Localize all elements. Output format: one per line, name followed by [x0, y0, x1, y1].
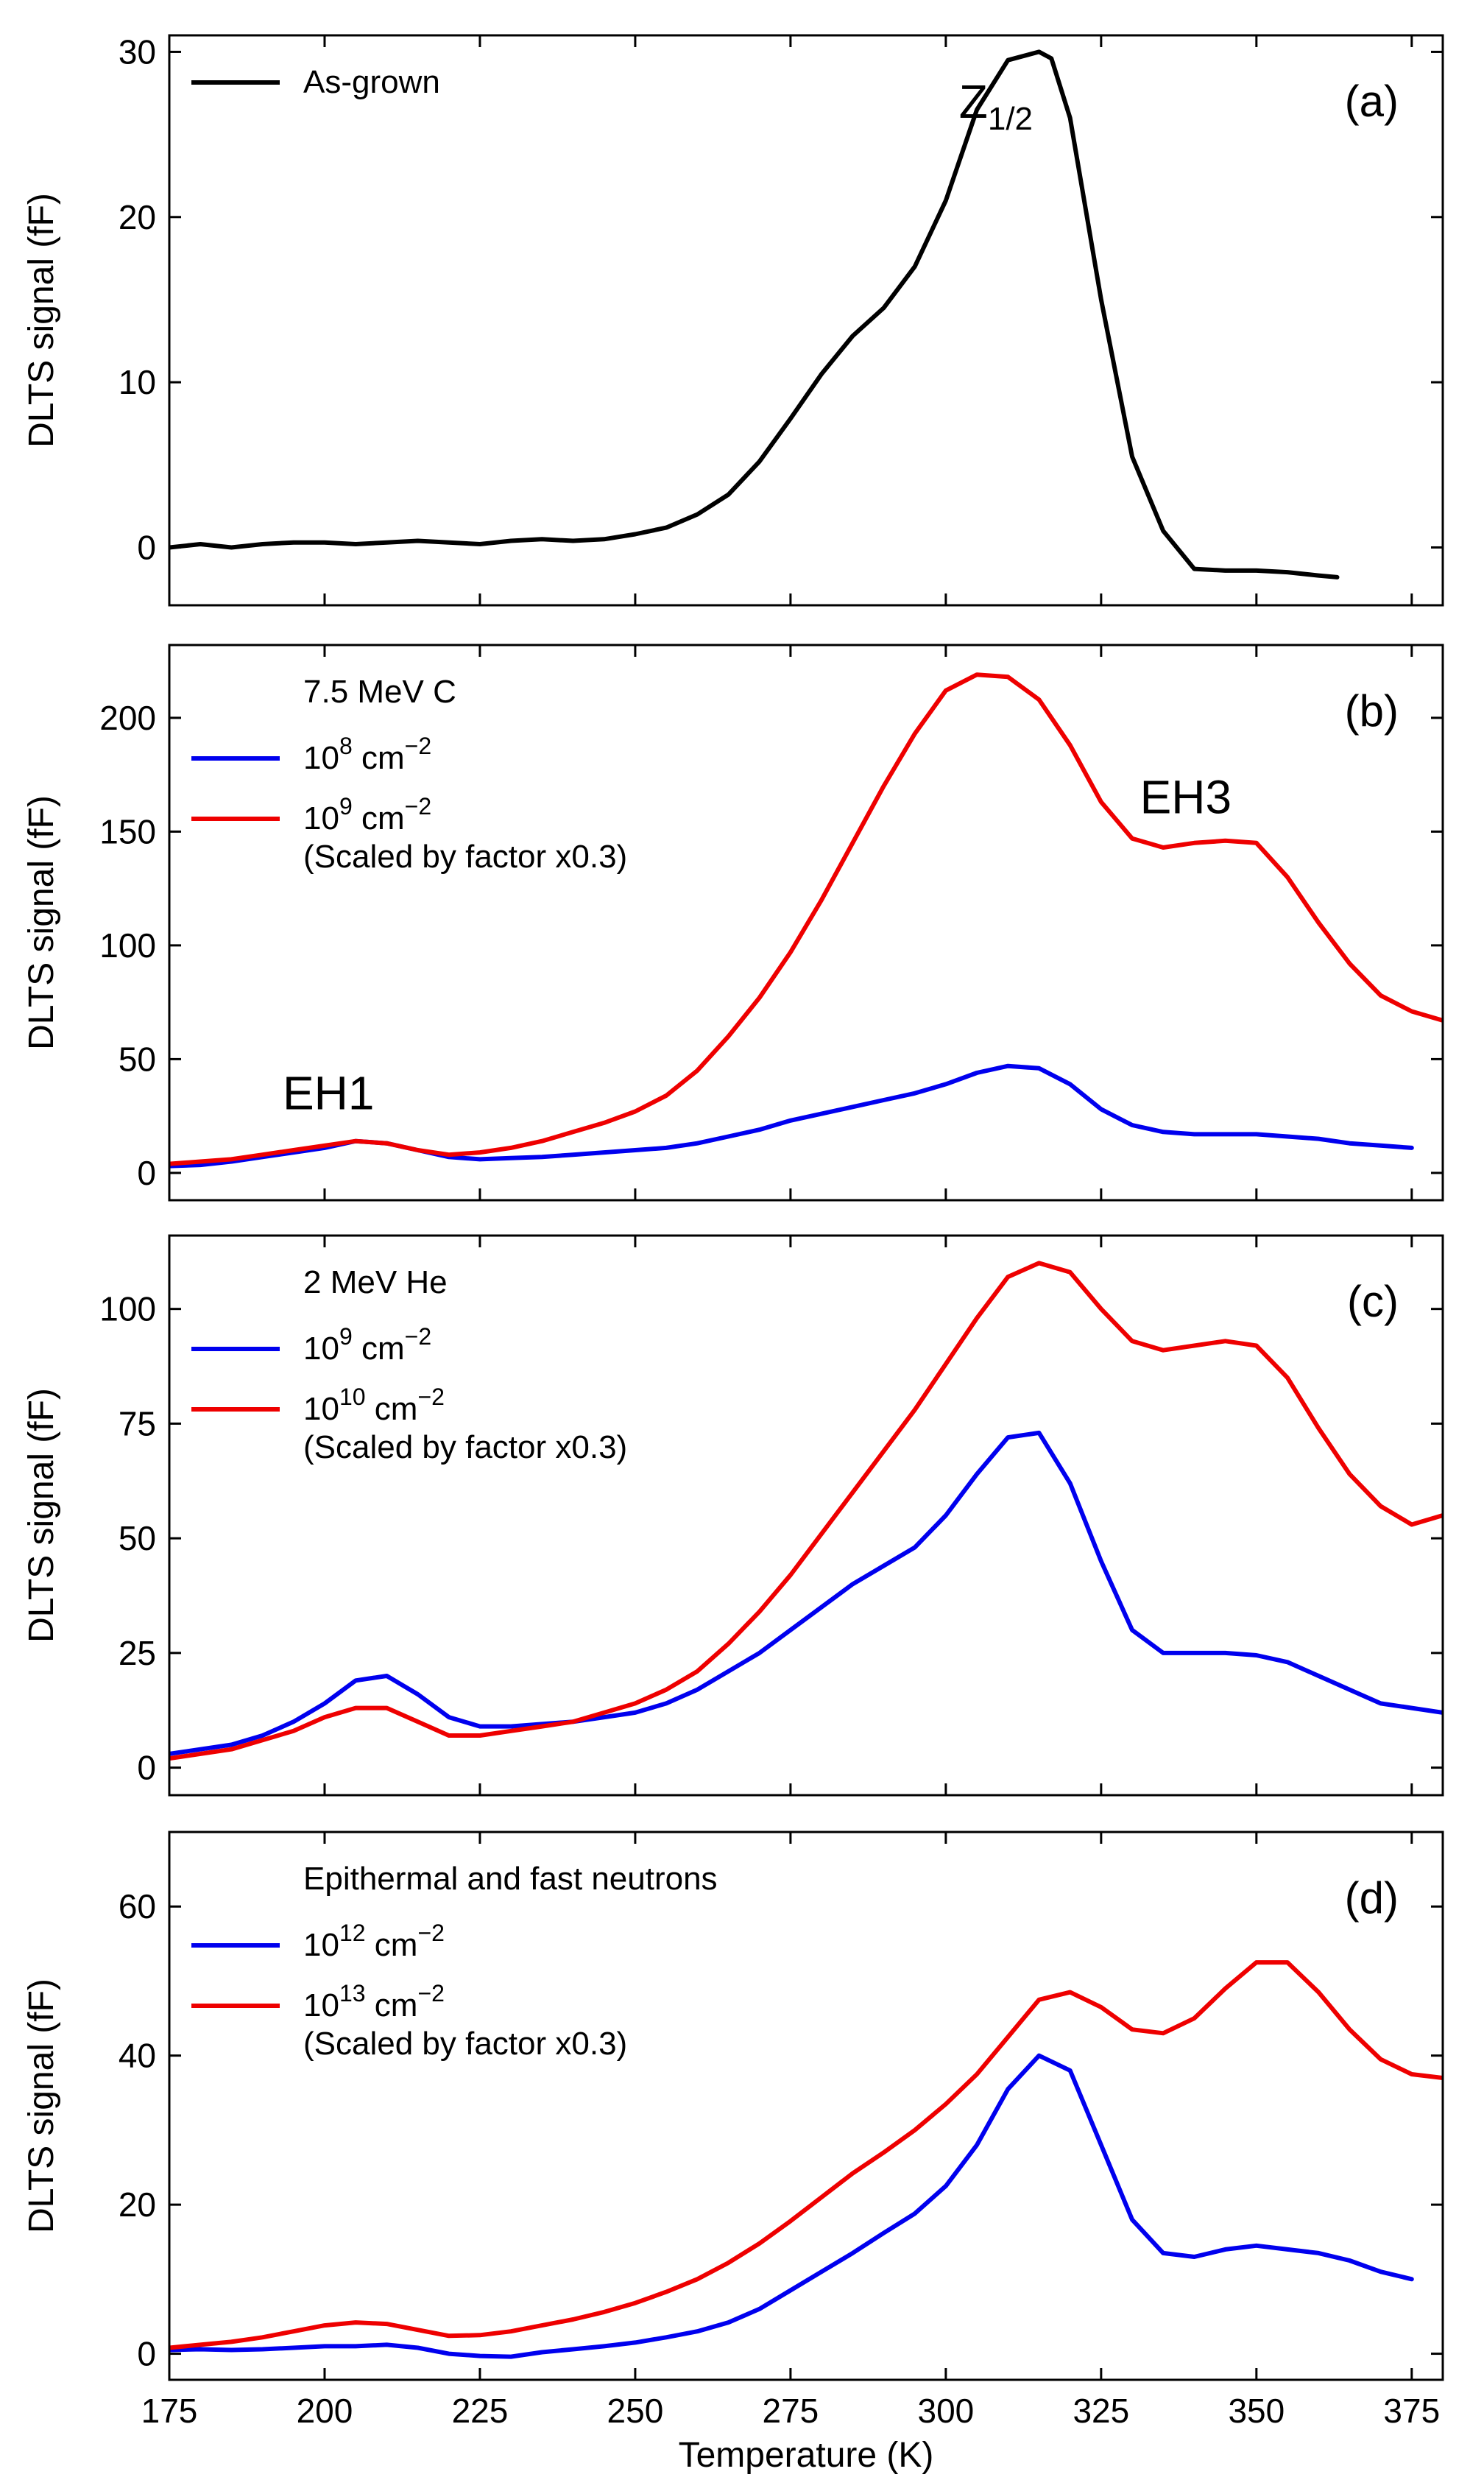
panel-b-series-red-line: [169, 672, 1443, 1166]
panel-a: 0 10 20 30 DLTS signal (fF) (a) Z1/2 As-grown: [22, 32, 1444, 607]
panel-b-legend-entry-red: 109 cm−2: [303, 793, 431, 836]
panel-b-label: (b): [1345, 686, 1399, 736]
panel-b-ytick-label: 150: [99, 812, 156, 850]
x-axis-title: Temperature (K): [679, 2436, 934, 2475]
panel-d-legend-title: Epithermal and fast neutrons: [303, 1861, 718, 1897]
panel-c-ytick-label: 25: [119, 1634, 156, 1672]
panel-d-legend-entry-red: 1013 cm−2: [303, 1980, 445, 2023]
panel-d-ytick-label: 60: [119, 1887, 156, 1925]
panel-a-frame: [168, 34, 1444, 607]
panel-a-series-black-line: [169, 49, 1340, 579]
panel-d-ytick-label: 20: [119, 2185, 156, 2224]
panel-c-y-axis-title: DLTS signal (fF): [22, 1388, 61, 1643]
panel-c-ytick-label: 100: [99, 1290, 156, 1328]
panel-d-legend-note: (Scaled by factor x0.3): [303, 2026, 627, 2062]
panel-c-legend-title: 2 MeV He: [303, 1264, 448, 1300]
panel-d-legend-entry-blue: 1012 cm−2: [303, 1920, 445, 1963]
panel-a-legend-entry-black: As-grown: [303, 64, 440, 100]
x-tick-label: 325: [1073, 2392, 1129, 2430]
panel-a-ytick-label: 30: [119, 32, 156, 71]
x-tick-label: 225: [452, 2392, 509, 2430]
panel-b-legend-entry-blue: 108 cm−2: [303, 733, 431, 776]
x-tick-label: 375: [1383, 2392, 1440, 2430]
panel-b-ytick-label: 50: [119, 1040, 156, 1078]
panel-a-ytick-label: 10: [119, 363, 156, 401]
panel-c-legend-entry-red: 1010 cm−2: [303, 1384, 445, 1427]
panel-c-ytick-label: 0: [137, 1749, 156, 1787]
x-tick-label: 350: [1228, 2392, 1285, 2430]
panel-b-y-axis-title: DLTS signal (fF): [22, 795, 61, 1050]
panel-c-ytick-label: 50: [119, 1519, 156, 1557]
panel-b-ytick-label: 200: [99, 699, 156, 737]
panel-c-legend-note: (Scaled by factor x0.3): [303, 1429, 627, 1465]
panel-c-series-red-line: [169, 1261, 1443, 1761]
panel-b-ytick-label: 100: [99, 926, 156, 965]
panel-b-peak-label: EH3: [1140, 771, 1232, 824]
panel-a-ytick-label: 20: [119, 198, 156, 236]
panel-d-ytick-label: 40: [119, 2037, 156, 2075]
panel-b: 0 50 100 150 200 DLTS signal (fF) (b) EH1 EH3 7.5…: [22, 644, 1444, 1202]
x-tick-label: 300: [918, 2392, 975, 2430]
x-tick-label: 175: [141, 2392, 198, 2430]
panel-a-label: (a): [1345, 77, 1399, 126]
panel-b-legend-note: (Scaled by factor x0.3): [303, 839, 627, 875]
panel-d-series-red-line: [169, 1960, 1443, 2350]
x-tick-label: 250: [607, 2392, 664, 2430]
panel-a-y-axis-title: DLTS signal (fF): [22, 193, 61, 448]
panel-d-series-blue-line: [169, 2053, 1414, 2359]
panel-d-ytick-label: 0: [137, 2335, 156, 2373]
panel-c-label: (c): [1347, 1277, 1399, 1326]
panel-d-y-axis-title: DLTS signal (fF): [22, 1979, 61, 2233]
panel-b-frame: [168, 644, 1444, 1202]
panel-d-frame: [168, 1831, 1444, 2381]
panel-c: 0 25 50 75 100 DLTS signal (fF) (c) 2 MeV He 109…: [22, 1234, 1444, 1797]
panel-a-ytick-label: 0: [137, 528, 156, 566]
x-tick-label: 275: [763, 2392, 819, 2430]
panel-a-peak-label: Z1/2: [959, 75, 1033, 137]
panel-b-ytick-label: 0: [137, 1154, 156, 1192]
x-tick-label: 200: [297, 2392, 353, 2430]
panel-c-legend-entry-blue: 109 cm−2: [303, 1323, 431, 1367]
panel-b-peak-label: EH1: [283, 1066, 375, 1119]
panel-c-ytick-label: 75: [119, 1404, 156, 1442]
panel-d-label: (d): [1345, 1873, 1399, 1923]
panel-c-frame: [168, 1234, 1444, 1797]
panel-d: 0 20 40 60 DLTS signal (fF) (d) Epithermal and…: [22, 1831, 1444, 2475]
panel-b-legend-title: 7.5 MeV C: [303, 674, 456, 710]
panel-c-series-blue-line: [169, 1430, 1443, 1756]
